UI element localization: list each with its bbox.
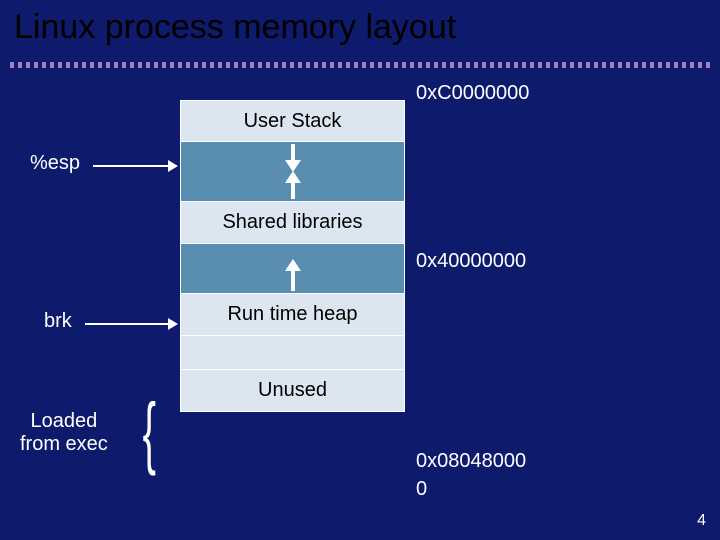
stack-grow-arrow-shaft (291, 144, 295, 160)
segment-gap-stack (180, 142, 405, 202)
addr-bottom: 0 (416, 478, 427, 501)
segment-code (180, 336, 405, 370)
shared-grow-arrow-head (285, 171, 301, 183)
brace-icon: { (143, 392, 156, 472)
addr-code: 0x08048000 (416, 450, 526, 473)
memory-diagram: User Stack Shared libraries Run time hea… (180, 100, 405, 412)
segment-user-stack: User Stack (180, 100, 405, 142)
esp-arrow-head (168, 160, 178, 172)
label-loaded: Loaded from exec (20, 410, 108, 456)
shared-grow-arrow-shaft (291, 183, 295, 199)
esp-arrow-line (93, 165, 168, 167)
segment-shared-libs: Shared libraries (180, 202, 405, 244)
segment-heap: Run time heap (180, 294, 405, 336)
segment-gap-heap (180, 244, 405, 294)
heap-grow-arrow-shaft (291, 271, 295, 291)
brk-arrow-line (85, 323, 168, 325)
brk-arrow-head (168, 318, 178, 330)
segment-unused: Unused (180, 370, 405, 412)
page-number: 4 (697, 512, 706, 530)
page-title: Linux process memory layout (14, 8, 456, 47)
addr-top: 0xC0000000 (416, 82, 529, 105)
label-esp: %esp (30, 152, 80, 175)
title-underline (10, 62, 710, 68)
label-brk: brk (44, 310, 72, 333)
heap-grow-arrow-head (285, 259, 301, 271)
addr-shared: 0x40000000 (416, 250, 526, 273)
